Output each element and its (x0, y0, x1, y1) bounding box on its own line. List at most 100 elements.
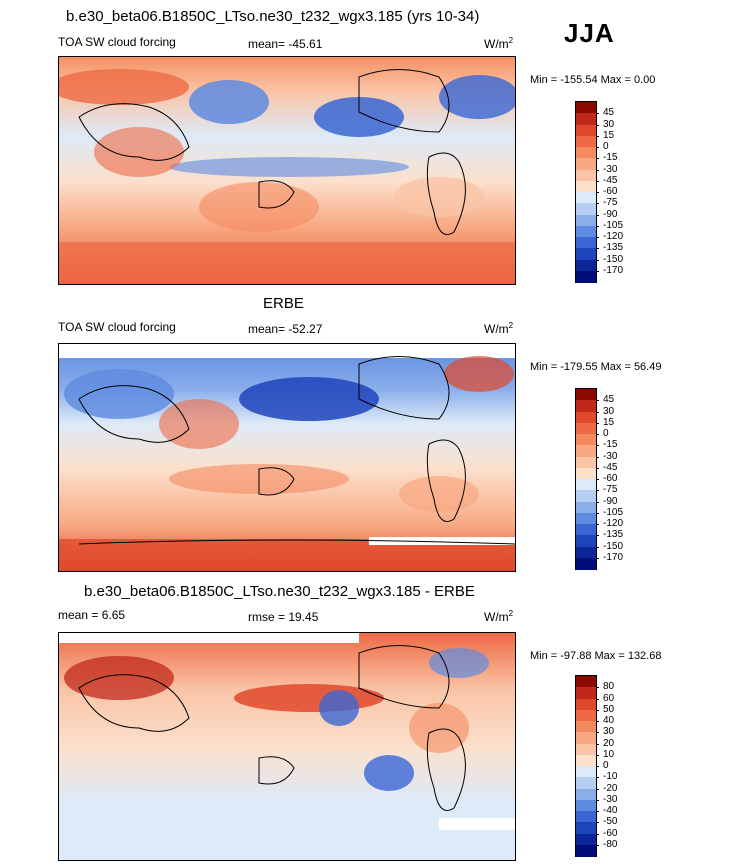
colorbar-swatch (576, 389, 596, 401)
colorbar-tick (596, 467, 599, 469)
colorbar-label: -150 (603, 253, 624, 265)
colorbar-label: -30 (603, 450, 618, 462)
colorbar-swatch (576, 535, 596, 547)
panel-3-title: b.e30_beta06.B1850C_LTso.ne30_t232_wgx3.… (84, 583, 475, 600)
panel-1-colorbar: 45 30 15 0 -15 -30 -45 -60 -75 -90 -105 -120 -135 -15… (575, 101, 623, 283)
colorbar-tick (596, 799, 599, 801)
colorbar-swatch (576, 743, 596, 756)
colorbar-swatch (576, 754, 596, 767)
colorbar-swatch (576, 501, 596, 514)
colorbar-tick (596, 259, 599, 261)
colorbar-tick (596, 822, 599, 824)
colorbar-swatch (576, 248, 596, 260)
panel-1-title: b.e30_beta06.B1850C_LTso.ne30_t232_wgx3.… (66, 8, 480, 25)
panel-1-mean: mean= -45.61 (248, 37, 323, 51)
colorbar-label: -75 (603, 197, 618, 209)
panel-1-units: W/m2 (484, 36, 514, 51)
colorbar-swatch (576, 225, 596, 238)
panel-2-map (58, 343, 516, 572)
colorbar-label: 40 (603, 715, 615, 726)
colorbar-swatch (576, 203, 596, 215)
panel-3-rmse: rmse = 19.45 (248, 610, 319, 624)
colorbar-label: -90 (603, 208, 618, 220)
colorbar-swatch (576, 259, 596, 272)
colorbar-swatch (576, 833, 596, 846)
colorbar-swatch (576, 698, 596, 711)
colorbar-label: 50 (603, 703, 615, 715)
colorbar-swatch (576, 479, 596, 491)
colorbar-tick (596, 524, 599, 525)
colorbar-label: -135 (603, 242, 624, 254)
colorbar-label: 30 (603, 118, 615, 130)
colorbar-label: -60 (603, 827, 618, 839)
colorbar-swatch (576, 788, 596, 801)
colorbar-tick (596, 501, 599, 503)
panel-2-field (59, 344, 515, 571)
colorbar-label: -80 (603, 838, 618, 850)
colorbar-tick (596, 788, 599, 790)
colorbar-label: -50 (603, 816, 618, 828)
colorbar-swatch (576, 147, 596, 159)
colorbar-label: -120 (603, 231, 624, 242)
colorbar-tick (596, 490, 599, 492)
panel-2-colorbar: 45 30 15 0 -15 -30 -45 -60 -75 -90 -105 -120 -135 -15… (575, 388, 623, 570)
colorbar-swatch (576, 192, 596, 204)
colorbar-label: 20 (603, 737, 615, 749)
colorbar-swatch (576, 709, 596, 722)
colorbar-swatch (576, 102, 596, 114)
colorbar-label: -40 (603, 805, 618, 816)
colorbar-swatch (576, 844, 596, 857)
colorbar-tick (596, 203, 599, 205)
colorbar-swatch (576, 445, 596, 457)
colorbar-label: -90 (603, 495, 618, 507)
colorbar-label: -170 (603, 551, 624, 563)
colorbar-label: -20 (603, 782, 618, 794)
colorbar-tick (596, 687, 599, 689)
colorbar-swatch (576, 158, 596, 170)
colorbar-label: -170 (603, 264, 624, 276)
colorbar-tick (596, 479, 599, 480)
colorbar-swatch (576, 411, 596, 424)
colorbar-swatch (576, 721, 596, 733)
colorbar-swatch (576, 180, 596, 193)
colorbar-label: 0 (603, 141, 609, 152)
colorbar-label: 30 (603, 405, 615, 417)
colorbar-swatch (576, 422, 596, 435)
colorbar-label: 15 (603, 129, 615, 141)
panel-2-left-label: TOA SW cloud forcing (58, 320, 176, 334)
colorbar-tick (596, 777, 599, 779)
colorbar-tick (596, 214, 599, 216)
colorbar-swatch (576, 546, 596, 559)
panel-1-field (59, 57, 515, 284)
colorbar-tick (596, 248, 599, 250)
panel-3-map (58, 632, 516, 861)
colorbar-label: 30 (603, 726, 615, 738)
colorbar-label: -30 (603, 793, 618, 805)
colorbar-tick (596, 270, 599, 272)
panel-2-title: ERBE (263, 295, 304, 312)
panel-3-field (59, 633, 515, 860)
panel-1-left-label: TOA SW cloud forcing (58, 35, 176, 49)
colorbar-tick (596, 411, 599, 413)
panel-3-mean: mean = 6.65 (58, 608, 126, 622)
season-label: JJA (564, 18, 615, 48)
colorbar-tick (596, 434, 599, 435)
colorbar-label: 0 (603, 760, 609, 771)
colorbar-label: -45 (603, 174, 618, 186)
colorbar-label: -60 (603, 473, 618, 484)
panel-2-mean: mean= -52.27 (248, 322, 323, 336)
colorbar-swatch (576, 169, 596, 182)
panel-2-minmax: Min = -179.55 Max = 56.49 (530, 361, 662, 373)
colorbar-label: -30 (603, 163, 618, 175)
colorbar-swatch (576, 400, 596, 412)
colorbar-swatch (576, 214, 596, 227)
colorbar-label: -10 (603, 771, 618, 783)
panel-2-units: W/m2 (484, 321, 514, 336)
colorbar-tick (596, 557, 599, 559)
colorbar-swatch (576, 687, 596, 699)
colorbar-swatch (576, 456, 596, 469)
colorbar-swatch (576, 434, 596, 446)
colorbar-label: 45 (603, 394, 615, 406)
colorbar-label: -75 (603, 484, 618, 496)
colorbar-label: -150 (603, 540, 624, 552)
